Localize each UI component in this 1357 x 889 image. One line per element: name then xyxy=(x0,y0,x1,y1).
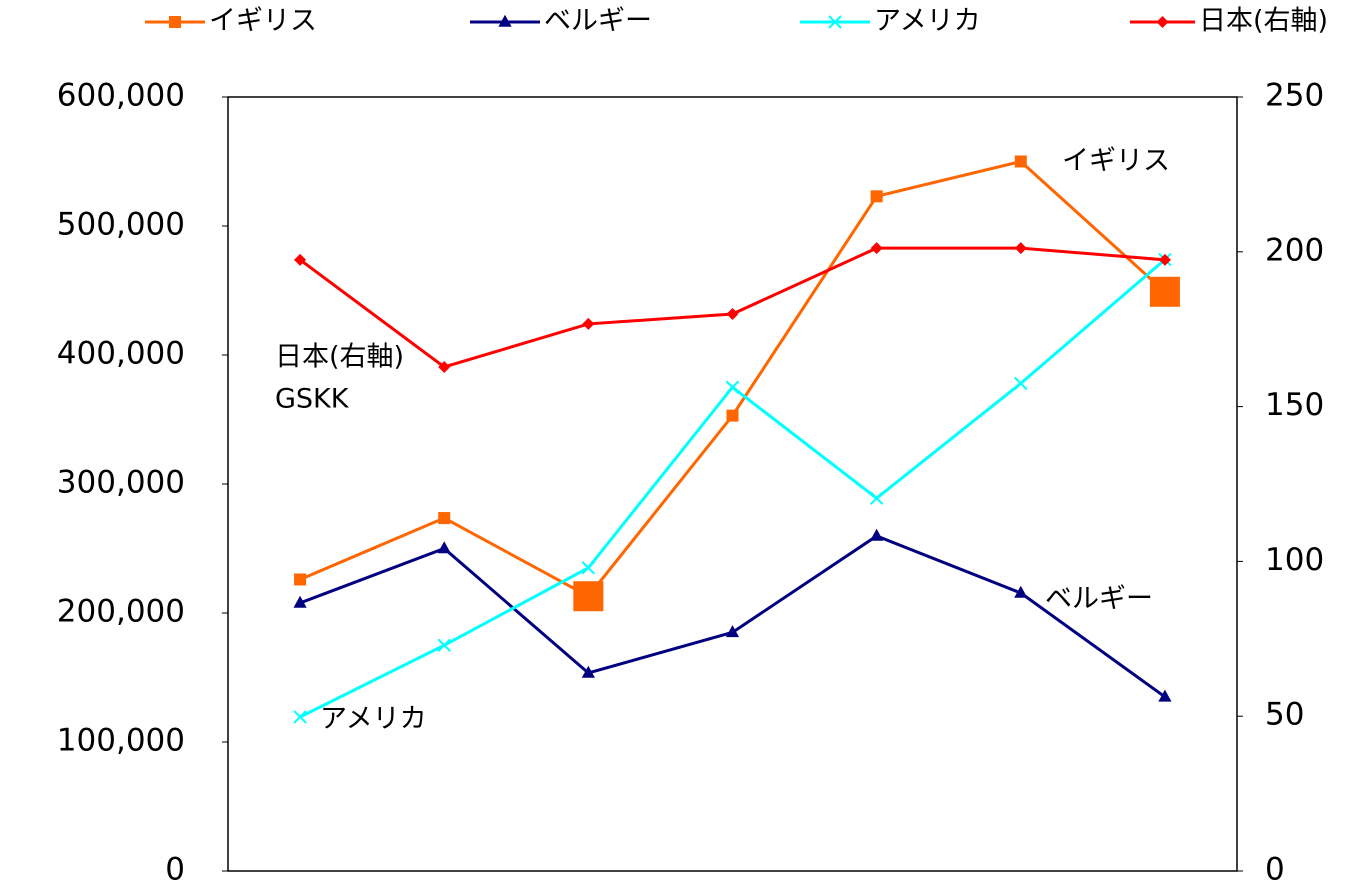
point-marker xyxy=(437,638,451,652)
y-tick-label: 200,000 xyxy=(57,594,185,630)
point-marker xyxy=(1158,689,1172,702)
point-marker xyxy=(581,561,596,575)
annotation: アメリカ xyxy=(320,704,427,735)
point-marker xyxy=(1014,242,1027,255)
y2-tick-label: 50 xyxy=(1265,697,1304,733)
series-line xyxy=(299,534,1166,699)
point-marker xyxy=(1158,253,1171,266)
plot-area xyxy=(227,96,1238,872)
point-marker xyxy=(870,190,883,203)
legend-marker xyxy=(1156,16,1169,28)
point-marker xyxy=(870,242,883,255)
y-tick-label: 0 xyxy=(165,852,185,888)
point-marker xyxy=(1014,155,1027,168)
y2-tick-label: 0 xyxy=(1265,852,1285,888)
y2-tick-label: 200 xyxy=(1265,232,1324,268)
point-marker xyxy=(437,541,451,554)
point-marker xyxy=(294,573,307,586)
annotation: 日本(右軸) xyxy=(275,342,404,373)
point-marker xyxy=(294,253,307,266)
legend-label: 日本(右軸) xyxy=(1199,6,1328,37)
point-marker xyxy=(870,528,884,541)
point-marker xyxy=(725,380,740,394)
y2-tick-label: 150 xyxy=(1265,387,1324,423)
y-tick-label: 100,000 xyxy=(57,723,185,759)
annotation: ベルギー xyxy=(1045,584,1153,615)
point-marker xyxy=(869,491,884,505)
point-marker xyxy=(725,625,740,638)
point-marker xyxy=(582,317,595,330)
annotation: GSKK xyxy=(275,384,350,415)
legend-label: ベルギー xyxy=(544,6,652,37)
point-marker xyxy=(438,512,451,525)
point-marker xyxy=(438,360,451,373)
legend-marker xyxy=(828,15,842,29)
legend-label: イギリス xyxy=(209,6,317,37)
point-marker xyxy=(1014,585,1028,598)
point-marker xyxy=(293,595,307,608)
annotation: イギリス xyxy=(1062,146,1170,177)
legend-marker xyxy=(169,16,181,28)
highlight-marker xyxy=(1149,276,1180,307)
point-marker xyxy=(726,308,739,321)
series-line xyxy=(299,258,1166,719)
y2-tick-label: 250 xyxy=(1265,78,1324,114)
series-line xyxy=(299,246,1166,369)
highlight-marker xyxy=(573,581,604,612)
y-tick-label: 300,000 xyxy=(57,465,185,501)
point-marker xyxy=(293,710,307,724)
y-tick-label: 500,000 xyxy=(57,207,185,243)
y-tick-label: 600,000 xyxy=(57,78,185,114)
y-tick-label: 400,000 xyxy=(57,336,185,372)
point-marker xyxy=(1014,376,1028,391)
series-line xyxy=(299,159,1166,599)
point-marker xyxy=(726,409,739,422)
legend-label: アメリカ xyxy=(874,6,981,37)
y2-tick-label: 100 xyxy=(1265,542,1324,578)
point-marker xyxy=(581,665,595,678)
legend-marker xyxy=(498,14,512,27)
